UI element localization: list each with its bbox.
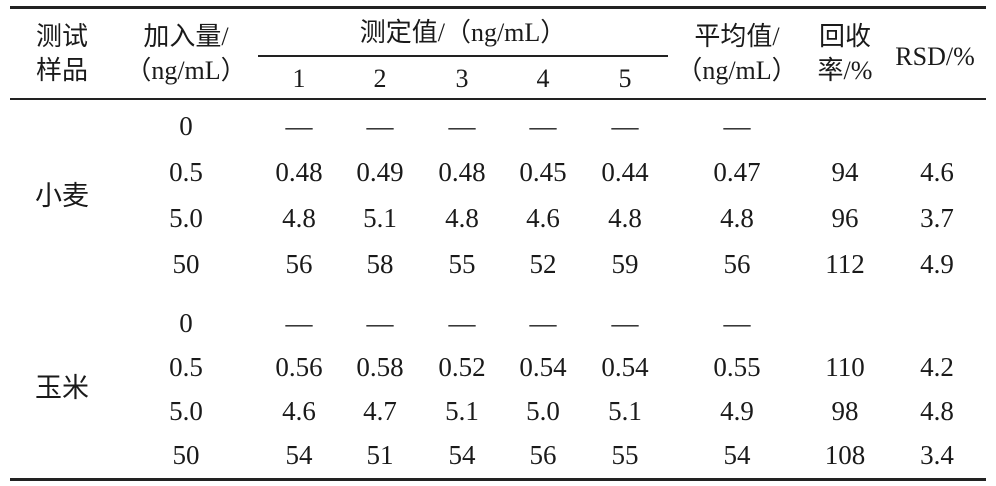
cell-value: 54 xyxy=(285,440,313,470)
cell-value: 52 xyxy=(529,249,557,279)
cell-value: — xyxy=(448,111,476,141)
cell-value: 4.8 xyxy=(445,203,479,233)
cell-value: 55 xyxy=(611,440,639,470)
cell-value: 4.8 xyxy=(608,203,642,233)
group-sample-label: 小麦 xyxy=(35,181,89,211)
cell-value: 5.0 xyxy=(526,396,560,426)
header-sample-line2: 样品 xyxy=(35,56,89,85)
cell-value: 56 xyxy=(529,440,557,470)
cell-value: — xyxy=(529,308,557,338)
cell-value: — xyxy=(611,111,639,141)
cell-value: 0.48 xyxy=(275,157,323,187)
cell-rsd: 4.2 xyxy=(920,352,954,382)
cell-value: 0.44 xyxy=(601,157,649,187)
cell-value: 59 xyxy=(611,249,639,279)
cell-value: 4.8 xyxy=(282,203,316,233)
cell-value: — xyxy=(285,308,313,338)
cell-rsd: 3.7 xyxy=(920,203,954,233)
cell-value: 56 xyxy=(285,249,313,279)
cell-added: 5.0 xyxy=(169,396,203,426)
cell-value: 0.56 xyxy=(275,352,323,382)
header-replicate-4: 4 xyxy=(536,64,550,93)
table-top-rule xyxy=(10,6,986,9)
cell-value: 5.1 xyxy=(608,396,642,426)
cell-avg: 54 xyxy=(723,440,751,470)
cell-rsd: 4.6 xyxy=(920,157,954,187)
measured-value-subrule xyxy=(258,55,668,57)
cell-avg: 4.8 xyxy=(720,203,754,233)
header-avg-line1: 平均值/ xyxy=(694,22,780,51)
header-avg-line2: （ng/mL） xyxy=(676,56,798,85)
header-bottom-rule xyxy=(10,98,986,100)
cell-avg: 0.55 xyxy=(713,352,761,382)
header-replicate-3: 3 xyxy=(455,64,469,93)
cell-value: — xyxy=(529,111,557,141)
cell-value: 5.1 xyxy=(363,203,397,233)
header-replicate-5: 5 xyxy=(618,64,632,93)
cell-value: — xyxy=(611,308,639,338)
cell-value: 4.6 xyxy=(526,203,560,233)
cell-value: 0.54 xyxy=(519,352,567,382)
cell-recovery: 94 xyxy=(831,157,859,187)
cell-value: 58 xyxy=(366,249,394,279)
cell-value: 0.48 xyxy=(438,157,486,187)
cell-value: — xyxy=(366,111,394,141)
cell-recovery: 110 xyxy=(825,352,865,382)
header-added-line2: （ng/mL） xyxy=(125,56,247,85)
cell-value: 0.45 xyxy=(519,157,567,187)
header-rsd: RSD/% xyxy=(895,42,975,71)
header-replicate-1: 1 xyxy=(292,64,306,93)
table-bottom-rule xyxy=(10,478,986,481)
cell-value: — xyxy=(448,308,476,338)
cell-added: 50 xyxy=(172,440,200,470)
cell-value: 4.6 xyxy=(282,396,316,426)
header-added-line1: 加入量/ xyxy=(143,22,229,51)
cell-value: — xyxy=(366,308,394,338)
cell-added: 0 xyxy=(179,111,193,141)
cell-avg: — xyxy=(723,308,751,338)
cell-value: 54 xyxy=(448,440,476,470)
cell-added: 0 xyxy=(179,308,193,338)
cell-recovery: 108 xyxy=(824,440,866,470)
cell-added: 50 xyxy=(172,249,200,279)
cell-value: 0.49 xyxy=(356,157,404,187)
cell-added: 0.5 xyxy=(169,157,203,187)
cell-value: — xyxy=(285,111,313,141)
cell-value: 0.54 xyxy=(601,352,649,382)
cell-value: 0.58 xyxy=(356,352,404,382)
header-recovery-line1: 回收 xyxy=(818,22,872,51)
cell-avg: 4.9 xyxy=(720,396,754,426)
header-recovery-line2: 率/% xyxy=(817,56,873,85)
cell-value: 5.1 xyxy=(445,396,479,426)
cell-avg: 0.47 xyxy=(713,157,761,187)
cell-rsd: 4.9 xyxy=(920,249,954,279)
header-measured: 测定值/（ng/mL） xyxy=(359,18,567,47)
cell-added: 5.0 xyxy=(169,203,203,233)
cell-added: 0.5 xyxy=(169,352,203,382)
cell-avg: 56 xyxy=(723,249,751,279)
cell-recovery: 96 xyxy=(831,203,859,233)
cell-rsd: 4.8 xyxy=(920,396,954,426)
group-sample-label: 玉米 xyxy=(35,373,89,403)
cell-rsd: 3.4 xyxy=(920,440,954,470)
cell-value: 0.52 xyxy=(438,352,486,382)
header-replicate-2: 2 xyxy=(373,64,387,93)
cell-recovery: 112 xyxy=(825,249,865,279)
cell-value: 4.7 xyxy=(363,396,397,426)
cell-value: 55 xyxy=(448,249,476,279)
cell-avg: — xyxy=(723,111,751,141)
cell-recovery: 98 xyxy=(831,396,859,426)
header-sample-line1: 测试 xyxy=(35,22,89,51)
cell-value: 51 xyxy=(366,440,394,470)
